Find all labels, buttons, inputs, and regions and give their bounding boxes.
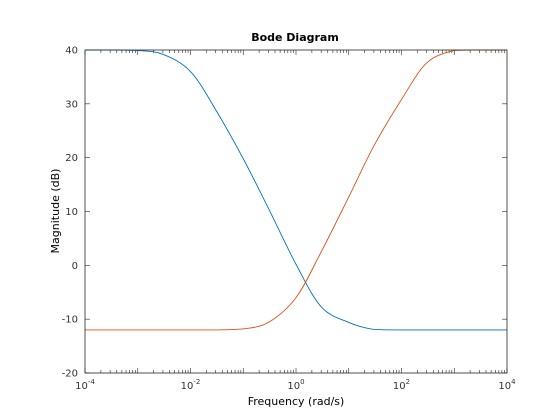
x-tick-label: 10-2: [181, 378, 201, 392]
y-tick-label: 0: [72, 261, 78, 272]
x-axis-label: Frequency (rad/s): [248, 395, 345, 408]
x-tick-labels: 10-4 10-2 100 102 104: [75, 378, 516, 392]
y-tick-label: 20: [65, 153, 78, 164]
series-layer: [85, 49, 507, 331]
y-axis-label: Magnitude (dB): [49, 169, 62, 254]
y-tick-label: 10: [65, 207, 78, 218]
x-tick-label: 10-4: [75, 378, 95, 392]
y-tick-label: 40: [65, 46, 78, 57]
y-tick-label: 30: [65, 99, 78, 110]
y-tick-labels: -20 -10 0 10 20 30 40: [62, 46, 78, 380]
y-tick-label: -20: [62, 369, 78, 380]
series-line-1: [85, 49, 507, 331]
plot-area: [85, 50, 507, 373]
plot-frame: [84, 49, 508, 374]
series-line-2: [85, 49, 507, 331]
x-tick-label: 100: [287, 378, 304, 392]
chart-title: Bode Diagram: [251, 31, 339, 44]
y-tick-label: -10: [62, 315, 78, 326]
x-tick-label: 102: [393, 378, 410, 392]
x-tick-label: 104: [498, 378, 516, 392]
